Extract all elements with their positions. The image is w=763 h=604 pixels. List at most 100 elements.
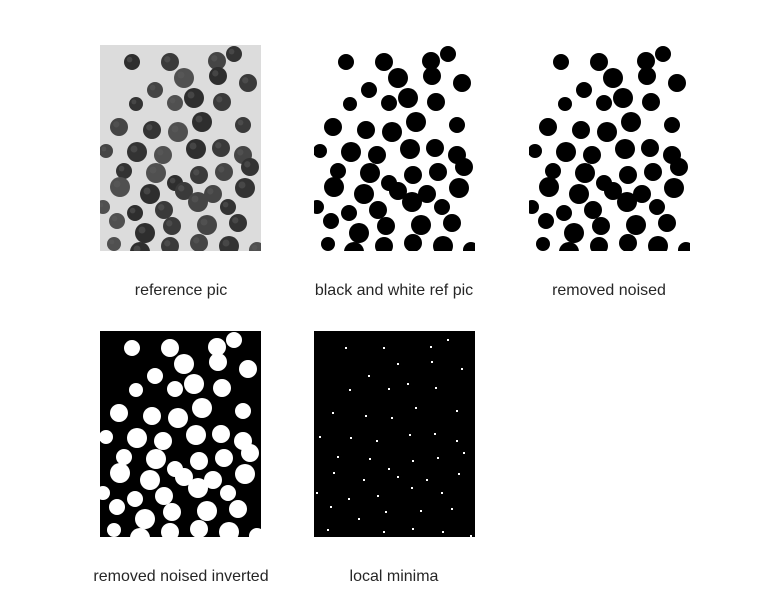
- minimum-point: [369, 458, 371, 460]
- coin-blob: [220, 485, 236, 501]
- coin-blob: [648, 236, 668, 251]
- coin-blob: [175, 468, 193, 486]
- coin-blob: [402, 192, 422, 212]
- coin-blob: [190, 520, 208, 537]
- coin: [186, 139, 206, 159]
- coin-highlight: [131, 99, 137, 105]
- coin-blob: [343, 97, 357, 111]
- coin-blob: [184, 374, 204, 394]
- coin-blob: [110, 463, 130, 483]
- coin-blob: [124, 340, 140, 356]
- coin-blob: [553, 54, 569, 70]
- coin-highlight: [101, 146, 107, 152]
- coin: [226, 46, 242, 62]
- minimum-point: [368, 375, 370, 377]
- minimum-point: [333, 472, 335, 474]
- coin-highlight: [193, 237, 200, 244]
- coin-highlight: [237, 119, 244, 126]
- coin: [168, 122, 188, 142]
- coin: [127, 205, 143, 221]
- coin-blob: [572, 121, 590, 139]
- coin-blob: [404, 234, 422, 251]
- coin-highlight: [200, 218, 208, 226]
- coin-blob: [155, 487, 173, 505]
- minimum-point: [349, 389, 351, 391]
- minimum-point: [411, 487, 413, 489]
- coin-blob: [161, 523, 179, 537]
- coin-highlight: [212, 70, 219, 77]
- minimum-point: [407, 383, 409, 385]
- coin-blob: [664, 117, 680, 133]
- coin: [110, 118, 128, 136]
- coin-blob: [143, 407, 161, 425]
- coin-blob: [642, 93, 660, 111]
- coin-blob: [239, 360, 257, 378]
- minimum-point: [435, 387, 437, 389]
- coin-blob: [443, 214, 461, 232]
- coin-blob: [539, 177, 559, 197]
- coin: [129, 97, 143, 111]
- coin: [235, 117, 251, 133]
- coin-blob: [109, 499, 125, 515]
- minimum-point: [458, 473, 460, 475]
- coin-highlight: [109, 239, 115, 245]
- coin-blob: [433, 236, 453, 251]
- minimum-point: [426, 479, 428, 481]
- coin-blob: [146, 449, 166, 469]
- coin-highlight: [216, 96, 223, 103]
- coin-blob: [389, 182, 407, 200]
- local-minima-svg: [314, 331, 475, 537]
- minimum-point: [316, 492, 318, 494]
- coin-blob: [597, 122, 617, 142]
- coin-highlight: [222, 201, 229, 208]
- coin-blob: [422, 52, 440, 70]
- coin-blob: [655, 46, 671, 62]
- coin-blob: [592, 217, 610, 235]
- coin: [212, 139, 230, 157]
- coin-blob: [619, 166, 637, 184]
- black-and-white-ref-pic-svg: [314, 45, 475, 251]
- coin: [110, 177, 130, 197]
- minimum-point: [332, 412, 334, 414]
- coin-blob: [644, 163, 662, 181]
- coin-blob: [235, 403, 251, 419]
- coin: [192, 112, 212, 132]
- minimum-point: [327, 529, 329, 531]
- coin-highlight: [178, 185, 185, 192]
- coin-blob: [658, 214, 676, 232]
- coin: [209, 67, 227, 85]
- coin-blob: [314, 200, 324, 214]
- coin: [163, 217, 181, 235]
- coin-blob: [354, 184, 374, 204]
- coin-blob: [100, 430, 113, 444]
- coin-blob: [558, 97, 572, 111]
- coin-highlight: [146, 124, 153, 131]
- coin-blob: [130, 528, 150, 537]
- coin-blob: [116, 449, 132, 465]
- coin-blob: [163, 503, 181, 521]
- coin-blob: [127, 491, 143, 507]
- coin-blob: [538, 213, 554, 229]
- minimum-point: [456, 410, 458, 412]
- minimum-point: [337, 456, 339, 458]
- coin-blob: [168, 408, 188, 428]
- coin-blob: [360, 163, 380, 183]
- minimum-point: [441, 492, 443, 494]
- local-minima-image: [314, 331, 475, 537]
- coin-blob: [576, 82, 592, 98]
- coin: [155, 201, 173, 219]
- coin-blob: [349, 223, 369, 243]
- coin-blob: [615, 139, 635, 159]
- coin-blob: [186, 425, 206, 445]
- coin-blob: [127, 428, 147, 448]
- removed-noised-caption: removed noised: [552, 282, 666, 299]
- coin-blob: [455, 158, 473, 176]
- coin-blob: [208, 338, 226, 356]
- coin-blob: [418, 185, 436, 203]
- coin-blob: [427, 93, 445, 111]
- coin-blob: [357, 121, 375, 139]
- coin-blob: [633, 185, 651, 203]
- coin-blob: [209, 353, 227, 371]
- coin: [213, 93, 231, 111]
- reference-pic-caption: reference pic: [134, 282, 228, 299]
